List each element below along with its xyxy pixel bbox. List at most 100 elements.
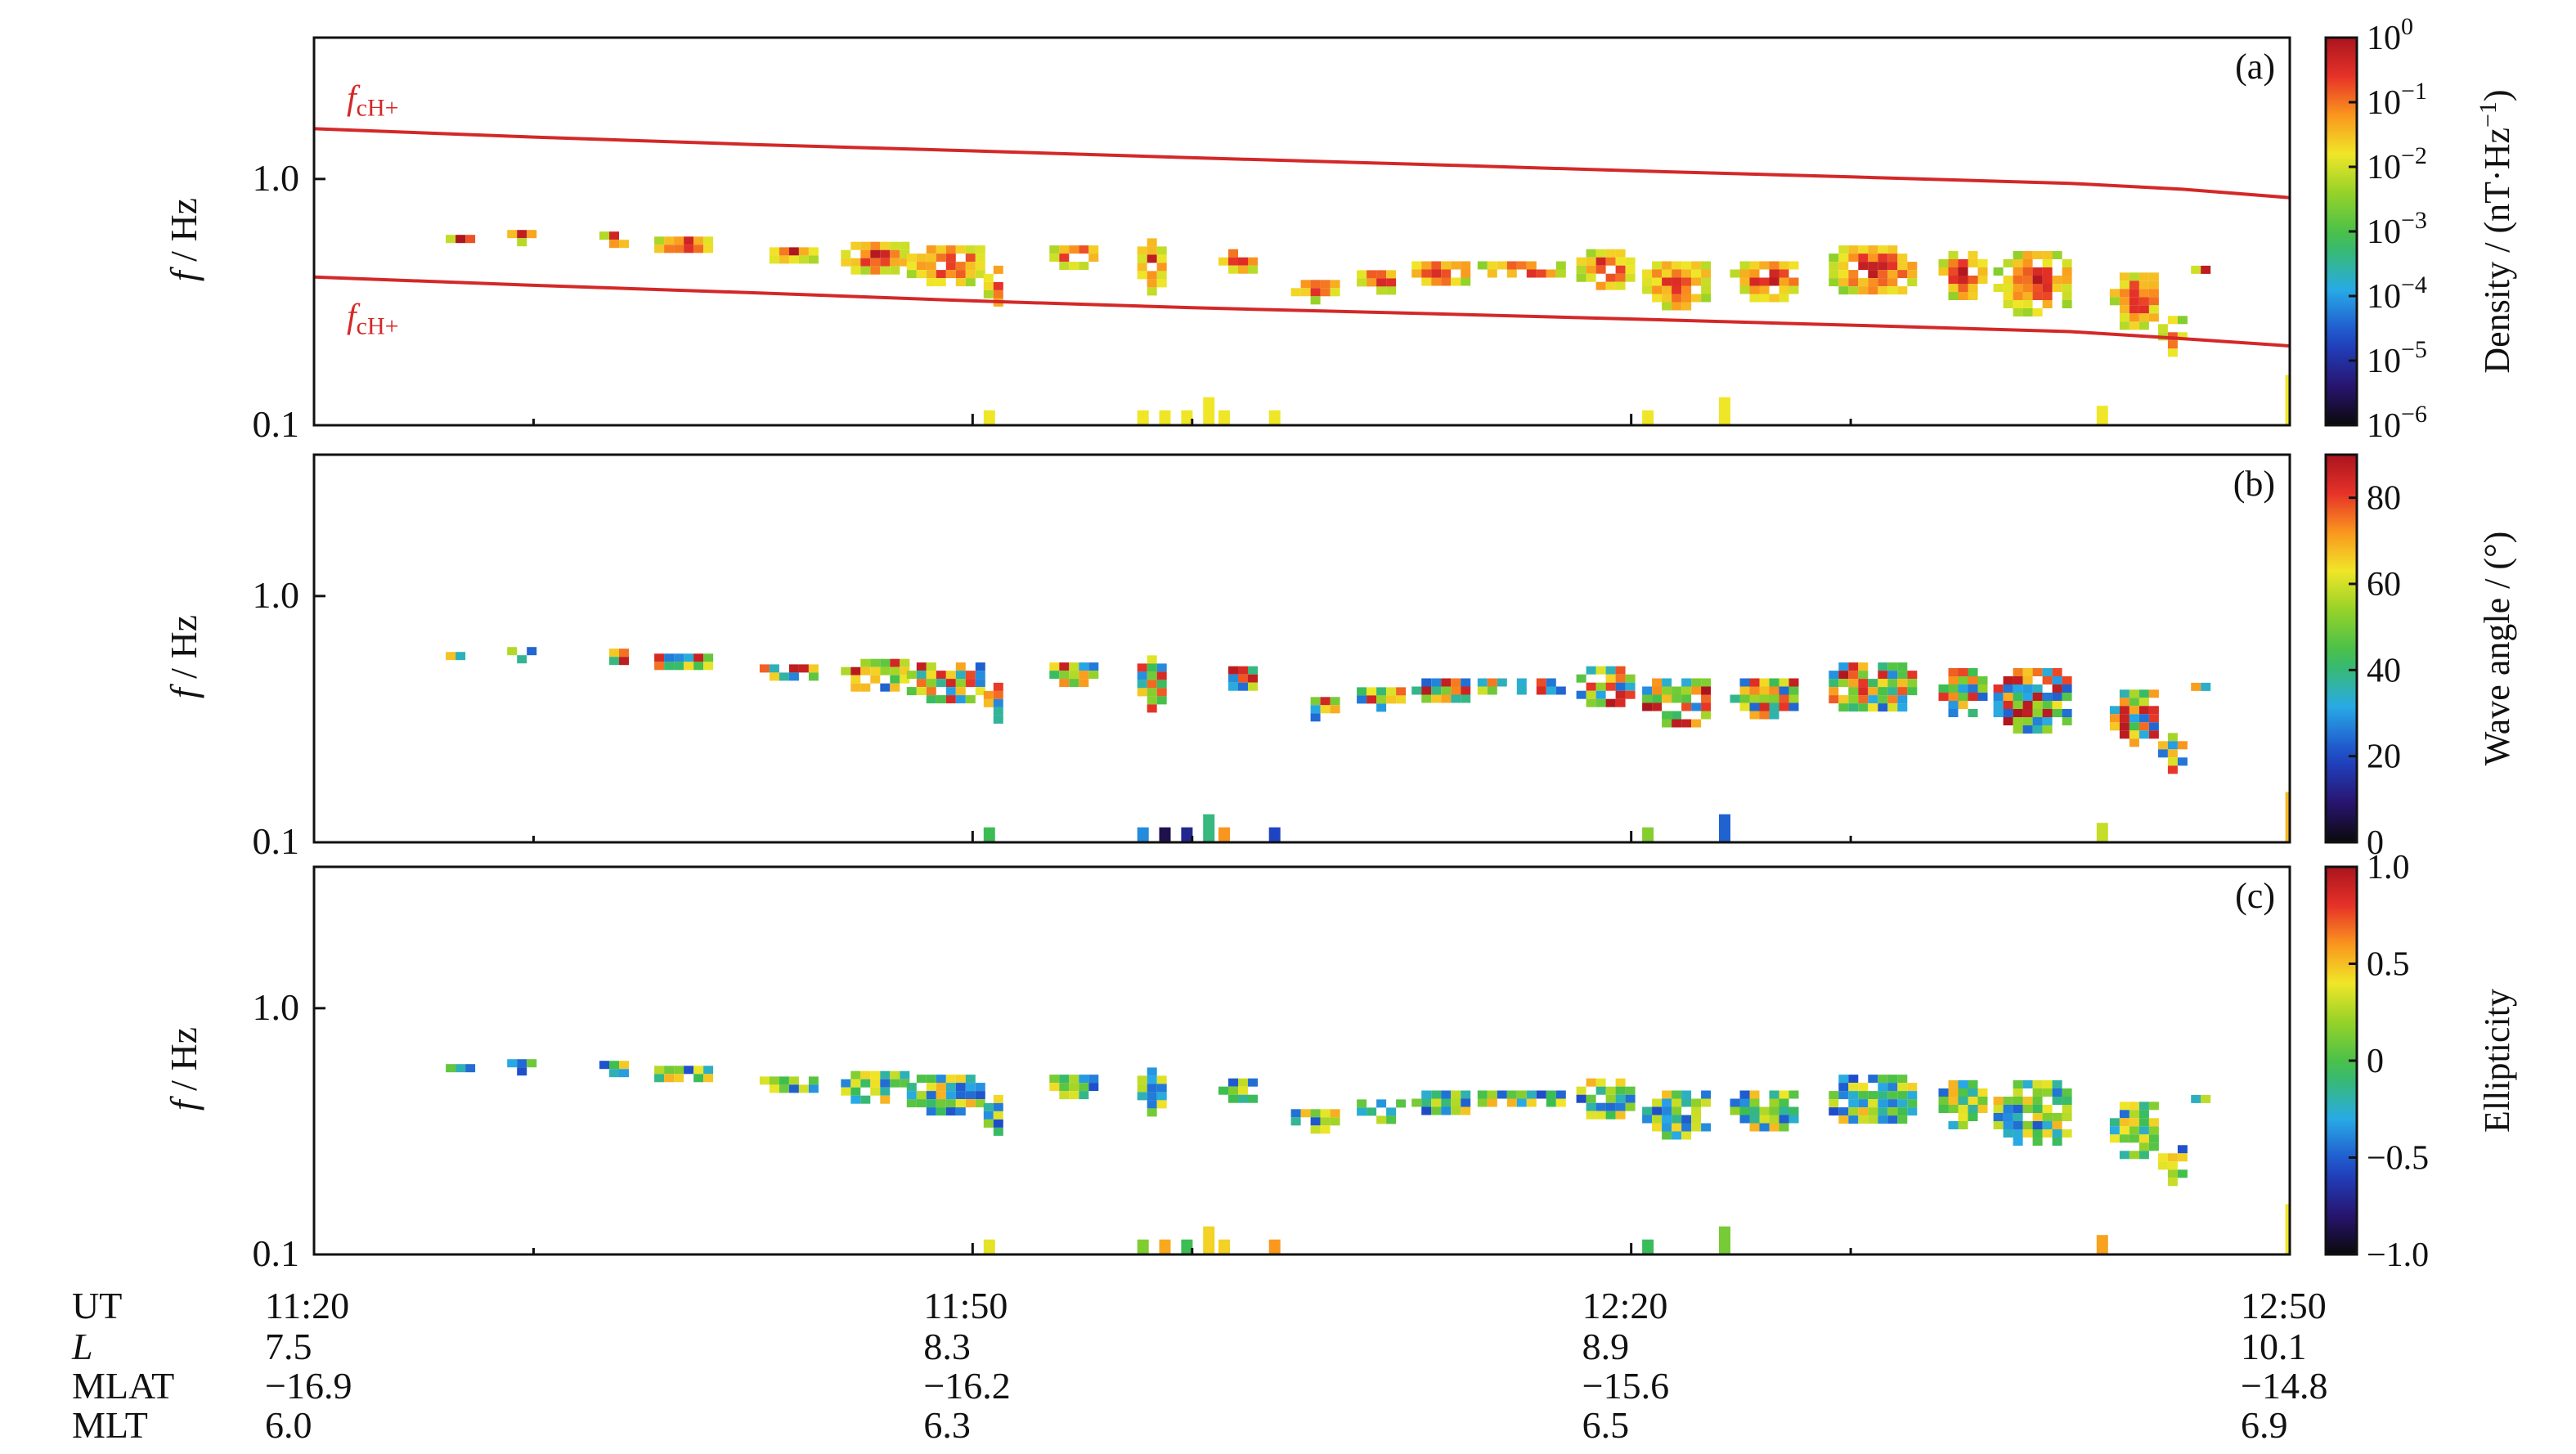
spectral-cell xyxy=(2052,1088,2062,1097)
spectral-cell xyxy=(674,662,684,671)
panel-c-cells xyxy=(446,1059,2290,1254)
colorbar-tick-label: 10−4 xyxy=(2367,272,2427,316)
spectral-cell xyxy=(1977,693,1988,701)
spectral-cell xyxy=(993,281,1003,290)
spectral-cell xyxy=(880,258,891,267)
spectral-cell xyxy=(1441,1106,1452,1115)
spectral-cell xyxy=(900,249,910,258)
spectral-cell xyxy=(1749,702,1760,711)
spectral-cell xyxy=(788,255,799,264)
spectral-cell xyxy=(1357,270,1367,279)
y-tick-label: 1.0 xyxy=(253,986,300,1028)
spectral-cell xyxy=(1386,278,1397,287)
spectral-cell xyxy=(1848,687,1859,696)
spectral-cell xyxy=(1642,702,1653,711)
spectral-cell xyxy=(517,1059,527,1068)
spectral-cell xyxy=(1907,679,1918,688)
spectral-cell xyxy=(860,249,871,258)
spectral-cell xyxy=(1672,1106,1682,1115)
spectral-cell xyxy=(1838,1083,1849,1092)
spectral-cell xyxy=(2177,1145,2188,1154)
spectral-cell xyxy=(1625,682,1636,691)
spectral-cell xyxy=(926,662,936,671)
spectral-cell xyxy=(664,1066,675,1075)
spectral-cell xyxy=(1749,285,1760,294)
spectral-cell xyxy=(2022,717,2033,725)
spectral-cell xyxy=(1868,286,1878,295)
spectral-cell xyxy=(703,245,714,254)
spectral-cell xyxy=(983,1119,994,1128)
spectral-cell xyxy=(1376,286,1387,295)
spectral-cell xyxy=(1887,679,1898,688)
spectral-cell xyxy=(2148,297,2159,306)
x-row-value: −15.6 xyxy=(1582,1365,1669,1407)
spectral-cell xyxy=(1838,262,1849,271)
spectral-cell xyxy=(609,657,619,666)
spectral-cell xyxy=(906,687,917,696)
spectral-cell xyxy=(2013,676,2023,684)
spectral-cell xyxy=(993,682,1003,691)
low-frequency-burst xyxy=(983,1239,995,1254)
spectral-cell xyxy=(1642,269,1653,278)
x-row-value: 12:20 xyxy=(1582,1285,1668,1326)
spectral-cell xyxy=(2032,1121,2043,1129)
spectral-cell xyxy=(2119,1118,2129,1127)
spectral-cell xyxy=(1848,703,1859,712)
spectral-cell xyxy=(2129,714,2139,723)
colorbar-tick-label: 10−6 xyxy=(2367,401,2427,445)
spectral-cell xyxy=(1968,251,1978,259)
spectral-cell xyxy=(769,255,779,264)
spectral-cell xyxy=(1769,294,1779,303)
spectral-cell xyxy=(1137,1075,1147,1084)
spectral-cell xyxy=(1431,694,1442,703)
spectral-cell xyxy=(2032,1129,2043,1138)
spectral-cell xyxy=(456,652,466,661)
spectral-cell xyxy=(916,1075,927,1084)
spectral-cell xyxy=(1595,682,1606,691)
spectral-cell xyxy=(2022,1129,2033,1138)
spectral-cell xyxy=(906,262,917,271)
spectral-cell xyxy=(2138,289,2149,298)
spectral-cell xyxy=(850,1070,861,1079)
spectral-cell xyxy=(1662,302,1672,311)
spectral-cell xyxy=(983,690,994,699)
spectral-cell xyxy=(1431,678,1442,687)
spectral-cell xyxy=(2003,709,2013,717)
spectral-cell xyxy=(1701,711,1712,720)
spectral-cell xyxy=(1546,269,1556,278)
spectral-cell xyxy=(2138,1118,2149,1127)
panel-b: 0.1 1.0 f / Hz (b) 80 60 40 20 0 Wave angle / (°) xyxy=(163,453,2517,862)
spectral-cell xyxy=(2013,709,2023,717)
spectral-cell xyxy=(1662,1131,1672,1140)
spectral-cell xyxy=(1938,259,1949,267)
spectral-cell xyxy=(759,664,770,673)
spectral-cell xyxy=(1749,686,1760,695)
spectral-cell xyxy=(1958,292,1968,300)
spectral-cell xyxy=(1367,687,1377,696)
spectral-cell xyxy=(1461,1098,1471,1107)
spectral-cell xyxy=(1672,1090,1682,1099)
spectral-cell xyxy=(1451,261,1461,270)
spectral-cell xyxy=(880,249,891,258)
spectral-cell xyxy=(1958,676,1968,684)
spectral-cell xyxy=(1779,1090,1789,1099)
spectral-cell xyxy=(1838,662,1849,671)
spectral-cell xyxy=(983,273,994,282)
colorbar-c-title: Ellipticity xyxy=(2477,989,2517,1133)
spectral-cell xyxy=(2052,684,2062,693)
spectral-cell xyxy=(1759,1106,1770,1115)
spectral-cell xyxy=(890,658,900,667)
spectral-cell xyxy=(1586,690,1596,699)
spectral-cell xyxy=(1605,1111,1616,1120)
spectral-cell xyxy=(2191,1094,2201,1103)
spectral-cell xyxy=(1672,294,1682,303)
low-frequency-burst xyxy=(2096,406,2108,425)
spectral-cell xyxy=(1069,671,1079,680)
spectral-cell xyxy=(926,254,936,263)
spectral-cell xyxy=(1069,262,1079,271)
spectral-cell xyxy=(1238,1094,1248,1103)
spectral-cell xyxy=(1779,678,1789,687)
spectral-cell xyxy=(993,698,1003,707)
spectral-cell xyxy=(1868,1107,1878,1116)
spectral-cell xyxy=(779,1084,789,1093)
